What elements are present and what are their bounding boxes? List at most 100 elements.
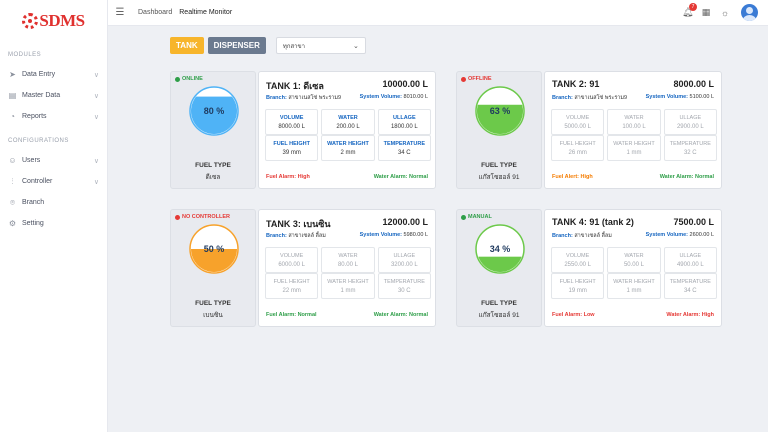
sidebar-item-label: Data Entry [22, 71, 56, 78]
status-text: MANUAL [468, 214, 492, 220]
language-icon[interactable]: ▦ [701, 7, 711, 17]
chevron-down-icon: ∨ [93, 92, 99, 100]
status-dot-icon [175, 214, 180, 220]
water-alarm-status: Water Alarm: High [666, 312, 714, 318]
system-volume-value: 5980.00 L [403, 232, 428, 238]
chevron-down-icon: ∨ [93, 71, 99, 79]
breadcrumb-realtime-monitor: Realtime Monitor [179, 9, 233, 16]
metric-value: 2900.00 L [676, 123, 704, 130]
metric-label: ULLAGE [393, 252, 416, 259]
users-icon: ☺ [8, 156, 17, 165]
system-volume: System Volume: 5980.00 L [360, 232, 428, 240]
branch-select[interactable]: ทุกสาขา ⌄ [275, 37, 366, 54]
metric-label: TEMPERATURE [669, 278, 711, 285]
water-alarm-status: Water Alarm: Normal [659, 174, 714, 180]
logo[interactable]: SDMS [0, 0, 107, 42]
notification-bell-icon[interactable]: 🔔︎ 7 [682, 3, 697, 18]
fuel-type-label: FUEL TYPE [195, 162, 231, 169]
tank-metric-cell: VOLUME 2550.00 L [551, 247, 605, 273]
metric-value: 2 mm [340, 149, 356, 156]
tank-metrics-grid: VOLUME 5000.00 L WATER 100.00 L ULLAGE 2900.0… [551, 109, 717, 161]
metric-value: 8000.00 L [278, 123, 306, 130]
sidebar-item-label: Branch [22, 199, 45, 206]
metric-label: WATER [624, 252, 644, 259]
status-badge: MANUAL [461, 214, 492, 220]
branch-label: Branch: [552, 95, 573, 101]
metric-value: 26 mm [568, 149, 587, 156]
sidebar-item-data-entry[interactable]: ➤ Data Entry ∨ [0, 64, 107, 85]
user-avatar[interactable] [741, 4, 758, 21]
gauge-fill [191, 249, 237, 272]
branch-value: สาขาเนสโซ่ พระราม9 [574, 95, 628, 101]
configurations-section-title: CONFIGURATIONS [8, 138, 69, 144]
sidebar-item-master-data[interactable]: ▤ Master Data ∨ [0, 85, 107, 106]
tank-level-gauge: 50 % [189, 224, 239, 274]
tank-tab-button[interactable]: TANK [170, 37, 204, 54]
gauge-percent: 50 % [204, 244, 225, 254]
tank-gauge-card: ONLINE 80 % FUEL TYPE ดีเซล [170, 71, 256, 189]
system-volume-value: 5100.00 L [689, 94, 714, 100]
metric-label: VOLUME [566, 252, 590, 259]
tank-capacity: 8000.00 L [673, 79, 714, 89]
logo-mark-icon [22, 13, 39, 29]
status-text: NO CONTROLLER [182, 214, 230, 220]
sidebar-item-label: Users [22, 157, 41, 164]
metric-value: 30 C [397, 287, 411, 294]
tank-capacity: 7500.00 L [673, 217, 714, 227]
fuel-alarm-status: Fuel Alarm: High [266, 174, 310, 180]
sidebar-item-users[interactable]: ☺ Users ∨ [0, 150, 107, 171]
metric-value: 1 mm [340, 287, 356, 294]
fuel-type-value: แก๊สโซฮอล์ 91 [478, 174, 520, 181]
system-volume: System Volume: 5100.00 L [646, 94, 714, 102]
metric-label: ULLAGE [679, 114, 702, 121]
gauge-fill [191, 96, 237, 134]
tank-info-card[interactable]: TANK 3: เบนซิน 12000.00 L Branch: สาขาเซลล… [258, 209, 436, 327]
metric-label: WATER [338, 114, 358, 121]
tank-branch: Branch: สาขาเนสโซ่ พระราม9 [266, 94, 341, 102]
tank-info-card[interactable]: TANK 2: 91 8000.00 L Branch: สาขาเนสโซ่ พร… [544, 71, 722, 189]
metric-label: VOLUME [279, 114, 304, 121]
branch-select-value: ทุกสาขา [282, 43, 305, 50]
tank-metrics-grid: VOLUME 8000.00 L WATER 200.00 L ULLAGE 1800.0… [265, 109, 431, 161]
filter-bar: TANK DISPENSER ทุกสาขา ⌄ [170, 37, 366, 54]
system-volume: System Volume: 8010.00 L [360, 94, 428, 102]
metric-value: 34 C [397, 149, 411, 156]
metric-label: WATER HEIGHT [613, 140, 655, 147]
tank-capacity: 12000.00 L [382, 217, 428, 227]
circle-icon: ◔ [10, 112, 15, 121]
metric-value: 200.00 L [336, 123, 360, 130]
tank-title: TANK 4: 91 (tank 2) [552, 217, 634, 227]
gear-icon: ⚙ [8, 219, 17, 228]
metric-value: 80.00 L [337, 261, 358, 268]
metric-value: 3200.00 L [390, 261, 418, 268]
theme-sun-icon[interactable]: ☼ [720, 7, 730, 18]
water-alarm-status: Water Alarm: Normal [373, 312, 428, 318]
status-dot-icon [461, 76, 466, 82]
metric-label: TEMPERATURE [669, 140, 711, 147]
tank-title: TANK 2: 91 [552, 79, 600, 89]
sidebar-item-reports[interactable]: ◔ Reports ∨ [0, 106, 107, 127]
tank-info-card[interactable]: TANK 4: 91 (tank 2) 7500.00 L Branch: สาขา… [544, 209, 722, 327]
chevron-down-icon: ∨ [93, 178, 99, 186]
tank-metric-cell: VOLUME 6000.00 L [265, 247, 319, 273]
metric-value: 1 mm [626, 149, 642, 156]
sidebar-item-label: Master Data [22, 92, 61, 99]
metric-value: 19 mm [568, 287, 587, 294]
tank-level-gauge: 34 % [475, 224, 525, 274]
dispenser-tab-button[interactable]: DISPENSER [207, 37, 266, 54]
metric-value: 34 C [683, 287, 697, 294]
tank-level-gauge: 80 % [189, 86, 239, 136]
metric-value: 4900.00 L [676, 261, 704, 268]
status-badge: OFFLINE [461, 76, 492, 82]
tank-metric-cell: TEMPERATURE 34 C [663, 273, 717, 299]
breadcrumb-dashboard[interactable]: Dashboard [138, 9, 173, 16]
hamburger-menu-icon[interactable]: ☰ [115, 7, 125, 18]
sidebar-item-controller[interactable]: ⫶ Controller ∨ [0, 171, 107, 192]
notification-badge: 7 [689, 3, 697, 11]
fuel-type-value: ดีเซล [205, 174, 221, 181]
tank-info-card[interactable]: TANK 1: ดีเซล 10000.00 L Branch: สาขาเนสโซ… [258, 71, 436, 189]
chevron-down-icon: ⌄ [352, 42, 359, 50]
sidebar-item-branch[interactable]: ⌾ Branch [0, 192, 107, 213]
metric-value: 5000.00 L [564, 123, 592, 130]
sidebar-item-setting[interactable]: ⚙ Setting [0, 213, 107, 234]
